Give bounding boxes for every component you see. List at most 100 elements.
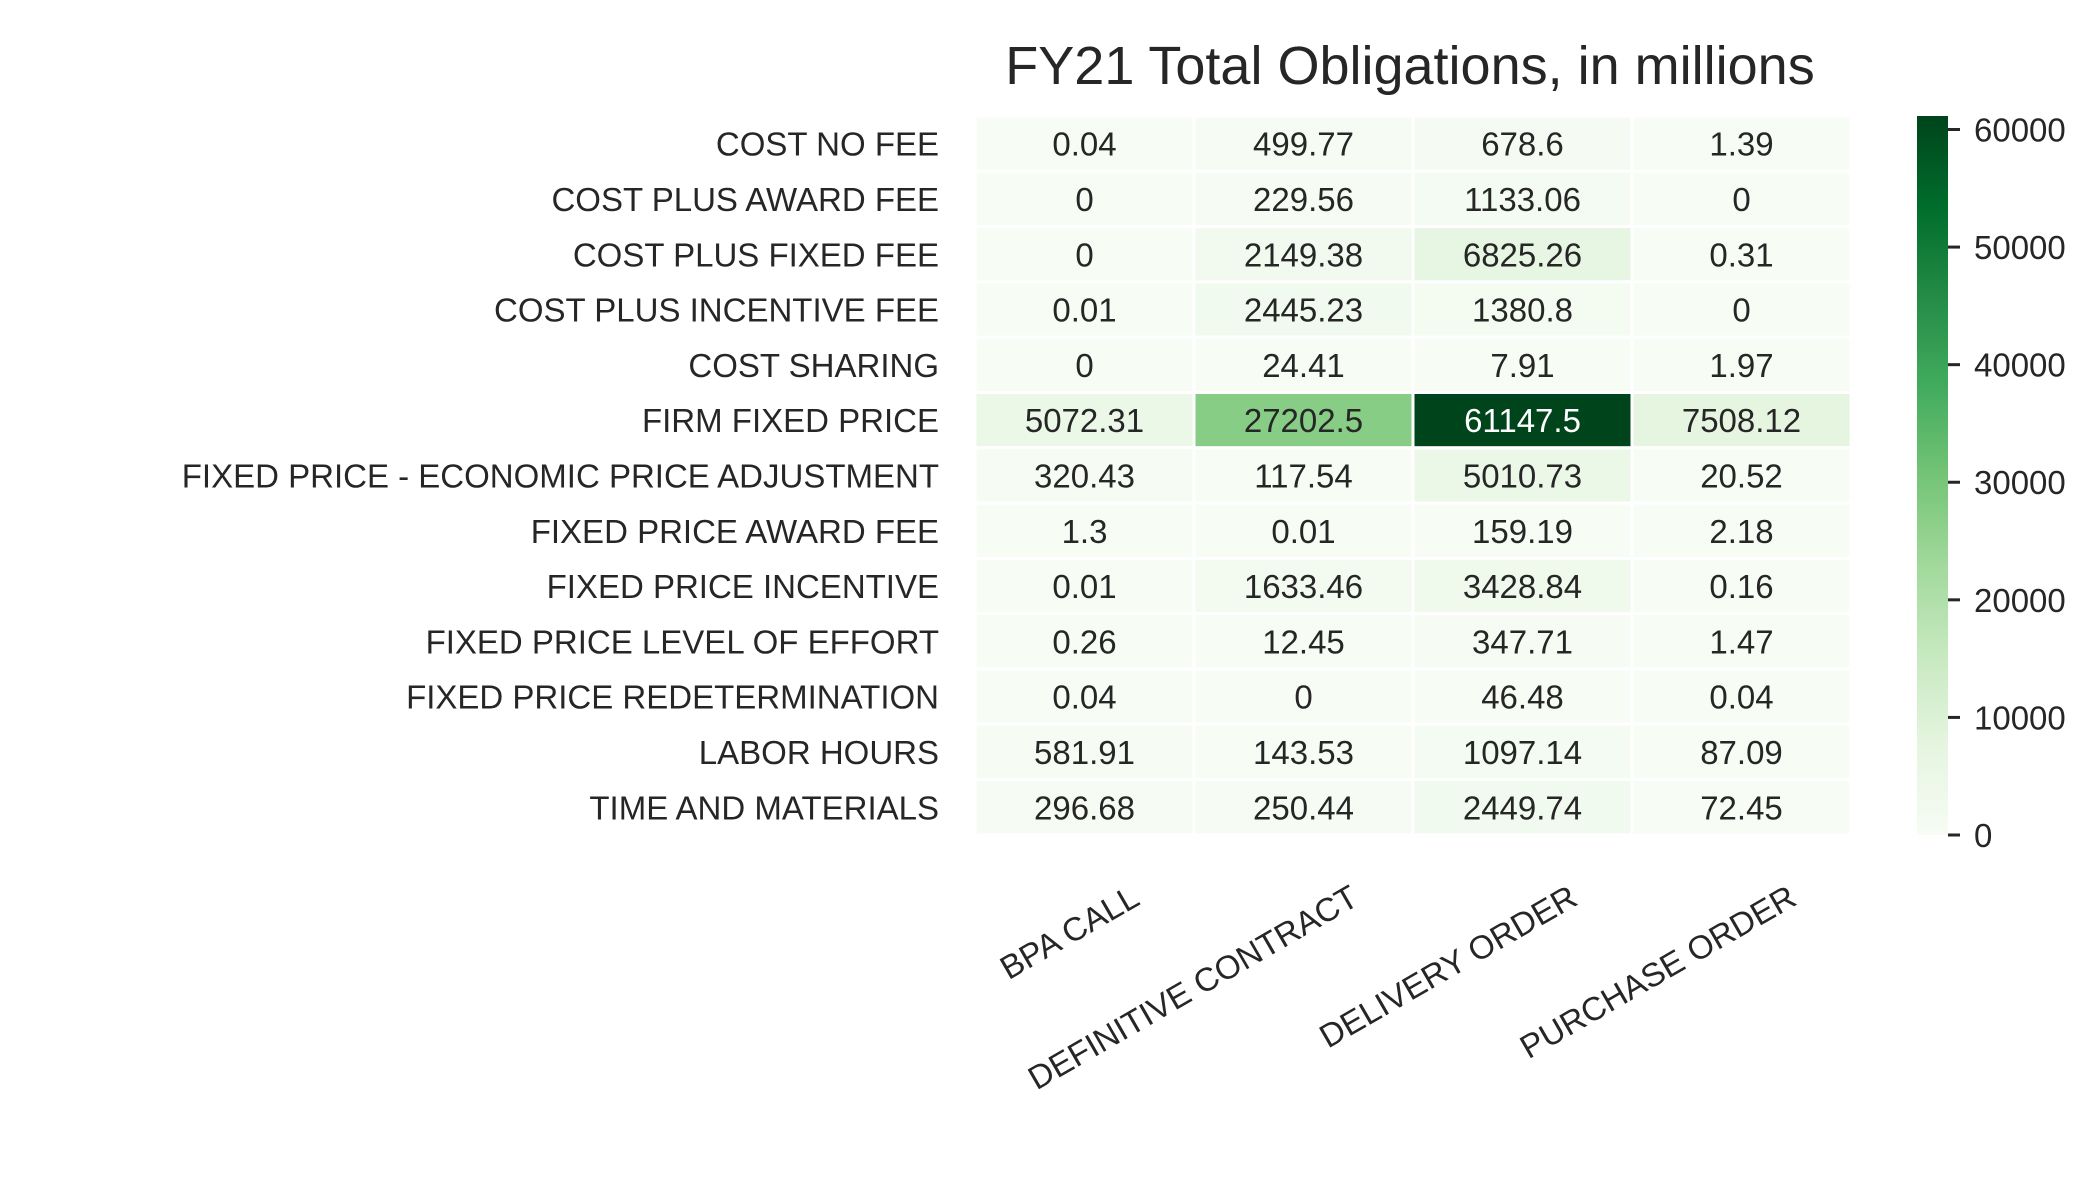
y-tick-label: COST PLUS AWARD FEE [551,181,939,218]
heatmap-cell [1411,501,1634,560]
cell-value-label: 0 [1294,679,1312,716]
heatmap-cell [1411,446,1634,505]
cell-value-label: 678.6 [1481,126,1564,163]
y-tick-label: COST PLUS INCENTIVE FEE [494,292,939,329]
y-tick-label: FIXED PRICE AWARD FEE [531,513,939,550]
y-tick-label: COST PLUS FIXED FEE [573,236,939,273]
cell-value-label: 1.97 [1709,347,1773,384]
y-tick-label: COST SHARING [688,347,939,384]
cell-value-label: 0.01 [1052,292,1116,329]
cell-value-label: 320.43 [1034,457,1135,494]
heatmap-cell [1411,391,1634,450]
heatmap-cell [973,722,1196,782]
y-tick-label: FIXED PRICE INCENTIVE [547,568,939,605]
heatmap-cell [973,778,1196,837]
heatmap-cell [1630,114,1853,173]
cell-value-label: 0 [1075,347,1093,384]
cell-value-label: 5072.31 [1025,402,1144,439]
colorbar-tick-label: 10000 [1974,699,2066,736]
heatmap-cell [1630,778,1853,837]
y-tick-label: FIRM FIXED PRICE [642,402,939,439]
cell-value-label: 46.48 [1481,679,1564,716]
cell-value-label: 0.04 [1709,679,1773,716]
cell-value-label: 0.04 [1052,679,1116,716]
colorbar-tick-label: 40000 [1974,347,2066,384]
colorbar-tick-label: 20000 [1974,582,2066,619]
cell-value-label: 72.45 [1700,789,1783,826]
cell-value-label: 347.71 [1472,623,1573,660]
heatmap-cell [1192,667,1415,726]
heatmap-cell [1630,556,1853,616]
heatmap-cell [1630,225,1853,284]
cell-value-label: 0 [1075,236,1093,273]
cell-value-label: 61147.5 [1464,402,1581,439]
heatmap-cell [1192,722,1415,782]
heatmap-cells [973,114,1853,837]
colorbar: 0 10000 20000 30000 40000 50000 60000 [1917,111,2066,854]
cell-value-label: 0.26 [1052,623,1116,660]
cell-value-label: 159.19 [1472,513,1573,550]
heatmap-cell [973,335,1196,395]
heatmap-cell [1192,391,1415,450]
heatmap-cell [973,501,1196,560]
cell-value-label: 0.16 [1709,568,1773,605]
cell-value-label: 20.52 [1700,457,1783,494]
cell-value-label: 0 [1075,181,1093,218]
cell-value-label: 7.91 [1490,347,1554,384]
heatmap-cell [1192,778,1415,837]
cell-value-label: 2449.74 [1463,789,1582,826]
colorbar-tick-label: 30000 [1974,464,2066,501]
heatmap-cell [973,114,1196,173]
cell-value-label: 296.68 [1034,789,1135,826]
heatmap-cell [1411,722,1634,782]
y-tick-label: FIXED PRICE - ECONOMIC PRICE ADJUSTMENT [182,457,939,494]
cell-value-label: 2445.23 [1244,292,1363,329]
cell-value-label: 143.53 [1253,734,1354,771]
cell-value-label: 0 [1732,292,1750,329]
cell-value-label: 24.41 [1262,347,1345,384]
y-tick-label: LABOR HOURS [699,734,939,771]
y-tick-label: TIME AND MATERIALS [589,789,939,826]
cell-value-label: 250.44 [1253,789,1354,826]
heatmap-cell [1192,280,1415,339]
cell-value-label: 0 [1732,181,1750,218]
colorbar-gradient [1917,116,1948,835]
cell-value-label: 6825.26 [1463,236,1582,273]
cell-value-label: 87.09 [1700,734,1783,771]
cell-value-label: 0.01 [1052,568,1116,605]
cell-value-label: 0.04 [1052,126,1116,163]
x-tick-label: BPA CALL [994,878,1145,987]
cell-value-label: 1380.8 [1472,292,1573,329]
heatmap-cell [1630,169,1853,229]
y-tick-label: FIXED PRICE REDETERMINATION [406,679,939,716]
heatmap-cell [973,612,1196,671]
cell-value-label: 1133.06 [1464,181,1581,218]
cell-value-label: 27202.5 [1244,402,1363,439]
y-tick-label: FIXED PRICE LEVEL OF EFFORT [426,623,939,660]
cell-value-label: 499.77 [1253,126,1354,163]
heatmap-cell [1192,169,1415,229]
heatmap-cell [973,391,1196,450]
heatmap-cell [1630,280,1853,339]
cell-value-label: 3428.84 [1463,568,1582,605]
cell-value-label: 0.31 [1709,236,1773,273]
colorbar-tick-label: 60000 [1974,111,2066,148]
cell-value-label: 12.45 [1262,623,1345,660]
cell-value-label: 1.47 [1709,623,1773,660]
cell-value-label: 229.56 [1253,181,1354,218]
cell-value-label: 2.18 [1709,513,1773,550]
cell-value-label: 117.54 [1254,457,1352,494]
cell-value-label: 581.91 [1034,734,1135,771]
cell-annotations: 0.04 499.77 678.6 1.39 0 229.56 1133.06 0 0 2149.… [1025,126,1801,827]
colorbar-tick-label: 0 [1974,817,1992,854]
cell-value-label: 1.3 [1062,513,1108,550]
cell-value-label: 1633.46 [1244,568,1363,605]
heatmap-cell [1630,335,1853,395]
cell-value-label: 1.39 [1709,126,1773,163]
heatmap-cell [1630,722,1853,782]
heatmap-cell [1411,778,1634,837]
heatmap-cell [1630,391,1853,450]
colorbar-ticks: 0 10000 20000 30000 40000 50000 60000 [1948,111,2066,854]
cell-value-label: 5010.73 [1463,457,1582,494]
